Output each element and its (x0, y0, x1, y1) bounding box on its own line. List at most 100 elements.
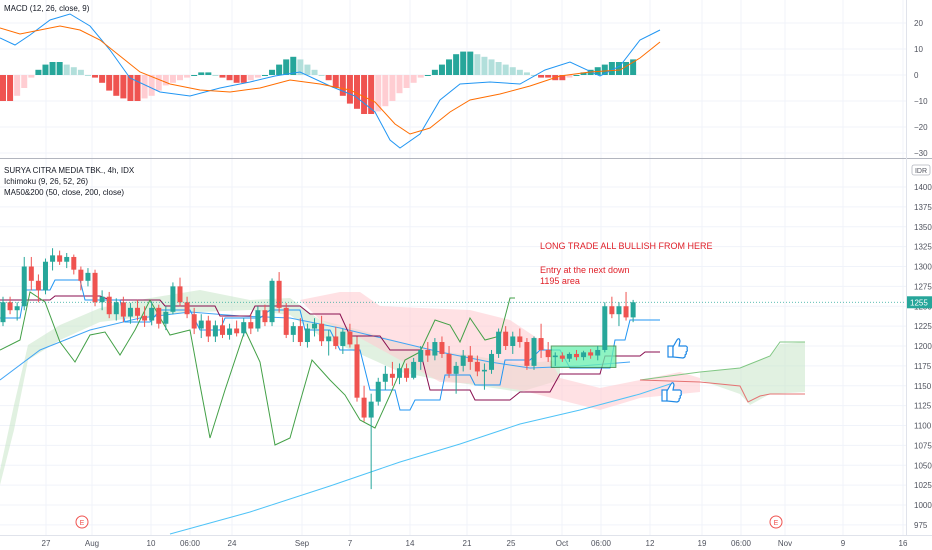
macd-histogram-bar[interactable] (283, 59, 290, 75)
macd-histogram-bar[interactable] (276, 64, 283, 75)
candle[interactable] (340, 331, 346, 346)
candle[interactable] (616, 306, 622, 315)
macd-histogram-bar[interactable] (453, 54, 460, 75)
macd-histogram-bar[interactable] (332, 75, 339, 88)
candle[interactable] (432, 342, 438, 356)
candle[interactable] (623, 306, 629, 318)
macd-label[interactable]: MACD (12, 26, close, 9) (4, 4, 90, 13)
candle[interactable] (581, 352, 587, 358)
candle[interactable] (7, 302, 13, 311)
candle[interactable] (312, 323, 318, 329)
macd-histogram-bar[interactable] (77, 69, 84, 75)
candle[interactable] (276, 280, 282, 308)
macd-histogram-bar[interactable] (162, 75, 169, 86)
macd-histogram-bar[interactable] (297, 59, 304, 75)
macd-histogram-bar[interactable] (531, 75, 537, 76)
candle[interactable] (538, 338, 544, 350)
candle[interactable] (64, 256, 70, 262)
macd-histogram-bar[interactable] (509, 67, 516, 75)
candle[interactable] (78, 269, 84, 281)
macd-histogram-bar[interactable] (495, 62, 502, 75)
macd-histogram-bar[interactable] (35, 69, 42, 75)
macd-histogram-bar[interactable] (56, 62, 63, 75)
candle[interactable] (21, 266, 27, 307)
macd-histogram-bar[interactable] (361, 75, 368, 114)
macd-histogram-bar[interactable] (431, 69, 438, 75)
macd-histogram-bar[interactable] (523, 72, 530, 75)
earnings-event-marker[interactable]: E (75, 515, 89, 529)
candle[interactable] (333, 336, 339, 346)
macd-histogram-bar[interactable] (573, 75, 580, 76)
candle[interactable] (467, 355, 473, 362)
candle[interactable] (496, 331, 502, 354)
candle[interactable] (135, 307, 141, 316)
macd-histogram-bar[interactable] (198, 72, 205, 75)
earnings-event-marker[interactable]: E (769, 515, 783, 529)
candle[interactable] (545, 349, 551, 358)
candle[interactable] (503, 331, 509, 346)
macd-histogram-bar[interactable] (28, 75, 35, 78)
macd-histogram-bar[interactable] (623, 62, 630, 75)
candle[interactable] (35, 280, 41, 291)
candle[interactable] (404, 368, 410, 378)
macd-histogram-bar[interactable] (608, 62, 615, 75)
macd-histogram-bar[interactable] (0, 75, 6, 101)
macd-histogram-bar[interactable] (446, 59, 453, 75)
candle[interactable] (418, 349, 424, 362)
candle[interactable] (588, 352, 594, 356)
candle[interactable] (227, 328, 233, 335)
candle[interactable] (297, 326, 303, 343)
macd-histogram-bar[interactable] (184, 75, 191, 78)
macd-histogram-bar[interactable] (389, 75, 396, 101)
macd-histogram-bar[interactable] (21, 75, 28, 88)
candle[interactable] (481, 369, 487, 372)
candle[interactable] (205, 320, 211, 337)
macd-histogram-bar[interactable] (92, 75, 99, 78)
candle[interactable] (262, 310, 268, 323)
candle[interactable] (609, 306, 615, 315)
macd-histogram-bar[interactable] (254, 75, 261, 78)
candle[interactable] (71, 256, 77, 270)
ma-label[interactable]: MA50&200 (50, close, 200, close) (4, 188, 124, 197)
candle[interactable] (595, 349, 601, 356)
macd-histogram-bar[interactable] (615, 62, 622, 75)
macd-histogram-bar[interactable] (205, 72, 212, 75)
macd-histogram-bar[interactable] (566, 75, 573, 78)
candle[interactable] (368, 401, 374, 418)
candle[interactable] (191, 314, 197, 329)
macd-histogram-bar[interactable] (601, 64, 608, 75)
candle[interactable] (219, 325, 225, 335)
macd-histogram-bar[interactable] (49, 62, 56, 75)
macd-histogram-bar[interactable] (460, 51, 467, 75)
candle[interactable] (290, 326, 296, 335)
candle[interactable] (28, 266, 34, 281)
macd-histogram-bar[interactable] (219, 75, 226, 78)
macd-histogram-bar[interactable] (438, 64, 445, 75)
macd-histogram-bar[interactable] (304, 64, 311, 75)
macd-histogram-bar[interactable] (148, 75, 155, 96)
candle[interactable] (92, 272, 98, 303)
candle[interactable] (347, 331, 353, 345)
macd-histogram-bar[interactable] (467, 51, 474, 75)
candle[interactable] (283, 307, 289, 335)
macd-histogram-bar[interactable] (559, 75, 566, 81)
candle[interactable] (460, 355, 466, 366)
macd-histogram-bar[interactable] (169, 75, 176, 83)
macd-histogram-bar[interactable] (474, 54, 481, 75)
candle[interactable] (14, 306, 20, 311)
macd-histogram-bar[interactable] (488, 59, 495, 75)
candle[interactable] (361, 397, 367, 418)
candle[interactable] (630, 302, 636, 318)
candle[interactable] (319, 323, 325, 342)
macd-histogram-bar[interactable] (424, 75, 431, 76)
candle[interactable] (127, 307, 133, 317)
macd-histogram-bar[interactable] (127, 75, 134, 101)
macd-histogram-bar[interactable] (120, 75, 127, 99)
macd-histogram-bar[interactable] (325, 75, 332, 81)
candle[interactable] (234, 328, 240, 334)
macd-histogram-bar[interactable] (191, 75, 198, 76)
candle[interactable] (106, 296, 112, 315)
candle[interactable] (439, 342, 445, 354)
candle[interactable] (326, 336, 332, 342)
candle[interactable] (99, 296, 105, 303)
